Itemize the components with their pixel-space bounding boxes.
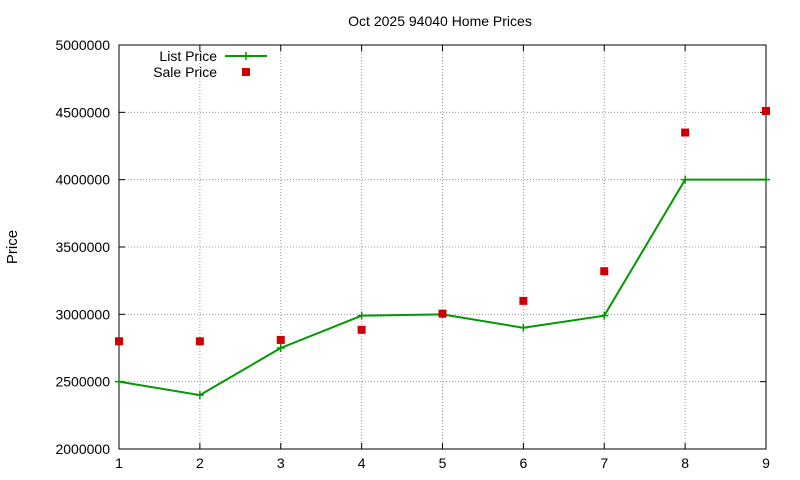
x-tick-label: 5: [439, 455, 447, 471]
data-point: [195, 337, 204, 346]
y-tick-label: 4000000: [55, 172, 110, 188]
x-tick-label: 3: [277, 455, 285, 471]
data-point: [600, 267, 609, 276]
data-point: [276, 344, 285, 352]
data-point: [681, 128, 690, 137]
x-tick-label: 1: [115, 455, 123, 471]
legend-plus-marker: [242, 52, 250, 60]
x-tick-label: 4: [358, 455, 366, 471]
y-tick-label: 4500000: [55, 104, 110, 120]
data-point: [519, 323, 528, 332]
legend-label: List Price: [159, 48, 217, 64]
x-tick-label: 6: [519, 455, 527, 471]
data-point: [357, 311, 366, 320]
y-axis-label: Price: [4, 230, 21, 264]
data-point: [115, 377, 123, 386]
data-point: [762, 106, 770, 115]
data-point: [519, 296, 528, 305]
y-tick-label: 3000000: [55, 306, 110, 322]
x-tick-label: 2: [196, 455, 204, 471]
y-tick-label: 2000000: [55, 441, 110, 457]
y-tick-label: 3500000: [55, 239, 110, 255]
y-tick-label: 2500000: [55, 374, 110, 390]
data-point: [276, 335, 285, 344]
series-sale-price: [115, 106, 770, 346]
grid-lines: [119, 45, 766, 449]
data-point: [681, 175, 690, 184]
chart-title: Oct 2025 94040 Home Prices: [348, 13, 532, 29]
data-point: [195, 391, 204, 400]
axes: 2000000250000030000003500000400000045000…: [55, 37, 770, 471]
series-line: [118, 178, 766, 397]
x-tick-label: 7: [600, 455, 608, 471]
data-point: [438, 309, 447, 318]
y-tick-label: 5000000: [55, 37, 110, 53]
series: [115, 106, 770, 400]
legend-square-marker: [242, 68, 250, 76]
data-point: [762, 175, 770, 184]
legend-entry: Sale Price: [153, 64, 250, 80]
legend-entry: List Price: [159, 48, 267, 64]
data-point: [600, 311, 609, 320]
x-tick-label: 9: [762, 455, 770, 471]
series-list-price: [115, 175, 770, 400]
x-tick-label: 8: [681, 455, 689, 471]
data-point: [115, 337, 123, 346]
legend-label: Sale Price: [153, 64, 217, 80]
data-point: [357, 325, 366, 334]
